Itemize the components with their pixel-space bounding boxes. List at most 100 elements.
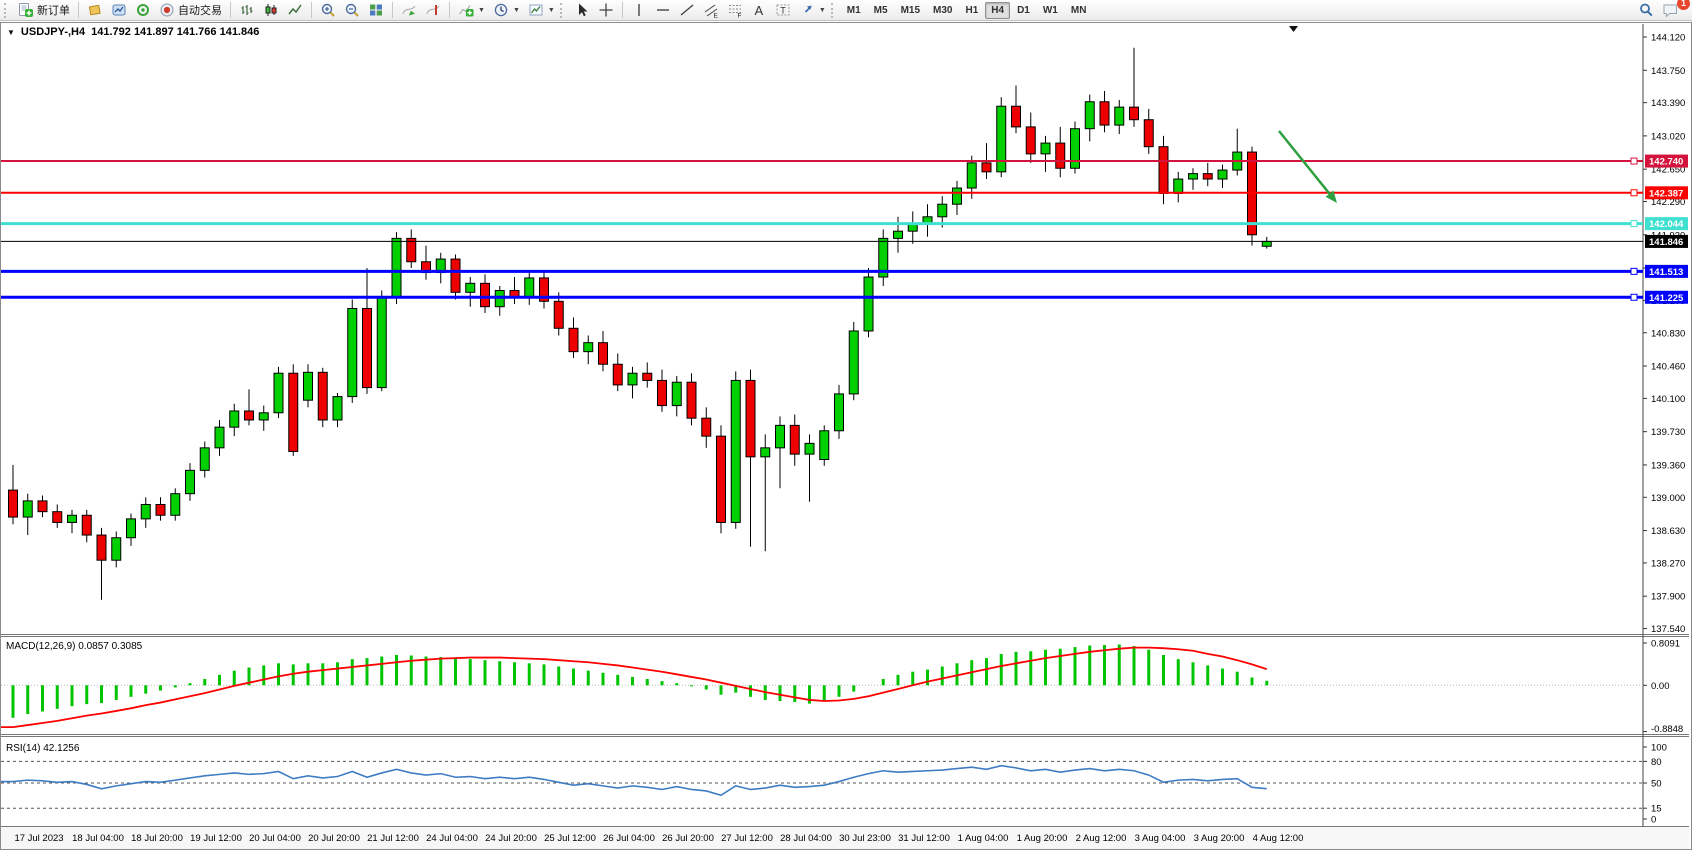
svg-text:19 Jul 12:00: 19 Jul 12:00 <box>190 833 242 844</box>
svg-text:0: 0 <box>1651 815 1656 826</box>
candles <box>8 47 1272 600</box>
notifications-button[interactable] <box>1658 1 1683 20</box>
text-label-button[interactable]: T <box>771 1 795 20</box>
toolbar-drag-handle[interactable] <box>4 2 11 18</box>
arrows-button[interactable]: ▼ <box>795 1 830 20</box>
timeframe-MN-button[interactable]: MN <box>1065 2 1093 19</box>
svg-text:80: 80 <box>1651 757 1662 768</box>
text-button[interactable]: A <box>747 1 771 20</box>
profiles-button[interactable] <box>107 1 131 20</box>
chart-shift-button[interactable] <box>421 1 445 20</box>
horizontal-line-button[interactable] <box>651 1 675 20</box>
dropdown-caret-icon: ▼ <box>512 6 520 14</box>
cursor-button[interactable] <box>570 1 594 20</box>
toolbar-separator <box>230 2 231 18</box>
timeframe-M1-button[interactable]: M1 <box>841 2 867 19</box>
svg-text:141.225: 141.225 <box>1649 293 1684 304</box>
svg-text:144.120: 144.120 <box>1651 33 1685 44</box>
trendline-button[interactable] <box>675 1 699 20</box>
rsi-panel: RSI(14) 42.1256 100 80 50 150 <box>1 743 1667 826</box>
svg-text:17 Jul 2023: 17 Jul 2023 <box>14 833 63 844</box>
trend-arrow-annotation[interactable] <box>1278 130 1337 203</box>
svg-text:142.044: 142.044 <box>1649 219 1684 230</box>
timeframe-M30-button[interactable]: M30 <box>927 2 958 19</box>
crosshair-button[interactable] <box>594 1 618 20</box>
signals-icon <box>135 2 151 18</box>
svg-text:RSI(14) 42.1256: RSI(14) 42.1256 <box>6 743 80 754</box>
toolbar-separator <box>78 2 79 18</box>
new-order-button[interactable]: 新订单 <box>14 1 74 20</box>
zoom-in-button[interactable] <box>316 1 340 20</box>
chart-svg[interactable]: 144.120 143.750 143.390 143.020 142.650 142.2… <box>1 23 1689 849</box>
svg-text:143.020: 143.020 <box>1651 131 1685 142</box>
svg-text:T: T <box>780 6 786 16</box>
svg-text:20 Jul 04:00: 20 Jul 04:00 <box>249 833 301 844</box>
svg-text:E: E <box>713 13 718 19</box>
auto-trading-button[interactable]: 自动交易 <box>155 1 226 20</box>
svg-text:26 Jul 20:00: 26 Jul 20:00 <box>662 833 714 844</box>
svg-text:100: 100 <box>1651 743 1667 754</box>
svg-text:24 Jul 20:00: 24 Jul 20:00 <box>485 833 537 844</box>
toolbar-drag-handle[interactable] <box>559 2 567 18</box>
zoom-out-button[interactable] <box>340 1 364 20</box>
price-axis[interactable]: 144.120 143.750 143.390 143.020 142.650 142.2… <box>1643 33 1685 636</box>
time-axis[interactable]: 17 Jul 2023 18 Jul 04:00 18 Jul 20:00 19 Ju… <box>14 833 1303 844</box>
vertical-line-icon <box>631 2 647 18</box>
timeframe-D1-button[interactable]: D1 <box>1011 2 1036 19</box>
timeframe-H1-button[interactable]: H1 <box>959 2 984 19</box>
line-price-labels: 142.740 142.387 142.044 141.513 141.225 141.8… <box>1645 154 1688 304</box>
fibonacci-icon: F <box>727 2 743 18</box>
toolbar-separator <box>392 2 393 18</box>
toolbar-drag-handle[interactable] <box>830 2 838 18</box>
auto-scroll-button[interactable] <box>397 1 421 20</box>
price-chart-canvas[interactable]: 144.120 143.750 143.390 143.020 142.650 142.2… <box>1 23 1691 849</box>
templates-button[interactable]: ▼ <box>524 1 559 20</box>
svg-text:24 Jul 04:00: 24 Jul 04:00 <box>426 833 478 844</box>
svg-text:139.730: 139.730 <box>1651 427 1685 438</box>
indicators-button[interactable]: ▼ <box>454 1 489 20</box>
svg-text:A: A <box>754 3 763 18</box>
timeframe-M5-button[interactable]: M5 <box>868 2 894 19</box>
svg-text:3 Aug 20:00: 3 Aug 20:00 <box>1194 833 1245 844</box>
horizontal-lines[interactable] <box>1 157 1643 301</box>
chart-symbol-period: USDJPY-,H4 <box>20 26 86 38</box>
chart-shift-marker[interactable] <box>1289 26 1298 32</box>
svg-text:143.750: 143.750 <box>1651 66 1685 77</box>
timeframe-W1-button[interactable]: W1 <box>1037 2 1064 19</box>
new-order-label: 新订单 <box>37 5 70 17</box>
toolbar-separator <box>621 2 623 18</box>
svg-text:2 Aug 12:00: 2 Aug 12:00 <box>1076 833 1127 844</box>
svg-text:142.290: 142.290 <box>1651 197 1685 208</box>
candlestick-chart-button[interactable] <box>259 1 283 20</box>
chart-window-button[interactable] <box>83 1 107 20</box>
svg-text:26 Jul 04:00: 26 Jul 04:00 <box>603 833 655 844</box>
zoom-in-icon <box>320 2 336 18</box>
vertical-line-button[interactable] <box>627 1 651 20</box>
line-chart-button[interactable] <box>283 1 307 20</box>
timeframe-M15-button[interactable]: M15 <box>895 2 926 19</box>
svg-text:140.100: 140.100 <box>1651 394 1685 405</box>
channel-button[interactable]: E <box>699 1 723 20</box>
svg-text:21 Jul 12:00: 21 Jul 12:00 <box>367 833 419 844</box>
svg-text:18 Jul 04:00: 18 Jul 04:00 <box>72 833 124 844</box>
periods-button[interactable]: ▼ <box>489 1 524 20</box>
chart-shift-icon <box>425 2 441 18</box>
timeframe-H4-button[interactable]: H4 <box>985 1 1011 19</box>
dropdown-caret-icon: ▼ <box>818 6 826 14</box>
bar-chart-button[interactable] <box>235 1 259 20</box>
dropdown-triangle-icon[interactable]: ▼ <box>7 27 15 37</box>
svg-text:MACD(12,26,9) 0.0857 0.3085: MACD(12,26,9) 0.0857 0.3085 <box>6 641 143 652</box>
svg-text:20 Jul 20:00: 20 Jul 20:00 <box>308 833 360 844</box>
tile-windows-button[interactable] <box>364 1 388 20</box>
auto-scroll-icon <box>401 2 417 18</box>
svg-text:15: 15 <box>1651 804 1662 815</box>
line-chart-icon <box>287 2 303 18</box>
chat-icon <box>1662 2 1679 18</box>
svg-text:137.540: 137.540 <box>1651 624 1685 635</box>
fibonacci-button[interactable]: F <box>723 1 747 20</box>
channel-icon: E <box>703 2 719 18</box>
chart-window-icon <box>87 2 103 18</box>
chart-title: ▼ USDJPY-,H4 141.792 141.897 141.766 141… <box>7 26 259 38</box>
signals-button[interactable] <box>131 1 155 20</box>
search-button[interactable] <box>1634 1 1658 20</box>
